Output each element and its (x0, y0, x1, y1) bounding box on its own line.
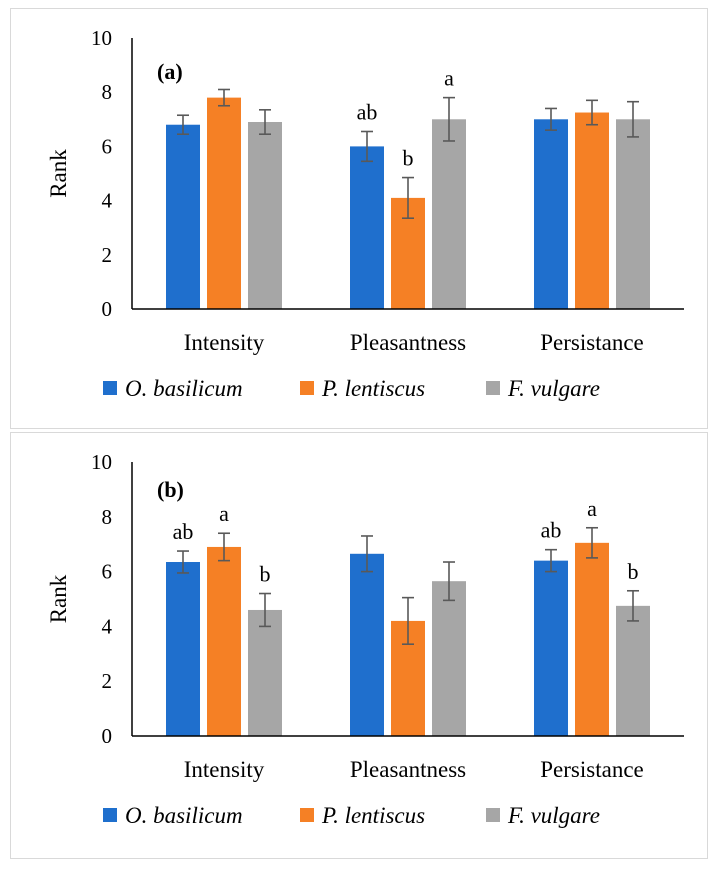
legend-label: F. vulgare (507, 376, 600, 401)
bar (248, 122, 282, 309)
y-tick-label: 4 (102, 614, 113, 638)
legend-swatch (103, 381, 117, 395)
bar (534, 119, 568, 309)
legend-swatch (300, 381, 314, 395)
bar (575, 542, 609, 736)
bar (616, 119, 650, 309)
significance-label: ab (173, 519, 194, 544)
significance-label: ab (541, 518, 562, 543)
y-tick-label: 8 (102, 505, 113, 529)
panel-label: (b) (157, 477, 184, 502)
legend-swatch (486, 381, 500, 395)
legend: O. basilicum P. lentiscus F. vulgare (103, 803, 600, 828)
panel-label: (a) (157, 59, 183, 84)
y-tick-label: 2 (102, 669, 113, 693)
y-axis-title: Rank (46, 149, 71, 198)
significance-label: b (260, 562, 271, 587)
y-tick-label: 10 (91, 26, 112, 50)
x-tick-label: Pleasantness (350, 330, 466, 355)
y-tick-label: 10 (91, 450, 112, 474)
y-axis-title: Rank (46, 574, 71, 623)
significance-label: b (403, 146, 414, 171)
bar (166, 562, 200, 736)
bar (166, 124, 200, 309)
x-tick-label: Pleasantness (350, 757, 466, 782)
bar (207, 97, 241, 310)
legend-label: P. lentiscus (321, 376, 425, 401)
y-tick-label: 2 (102, 243, 113, 267)
legend-swatch (103, 808, 117, 822)
significance-label: ab (357, 99, 378, 124)
significance-label: b (628, 559, 639, 584)
significance-label: a (444, 66, 454, 91)
significance-label: a (587, 496, 597, 521)
x-tick-label: Intensity (184, 757, 265, 782)
x-tick-label: Intensity (184, 330, 265, 355)
legend-label: O. basilicum (125, 803, 243, 828)
bar (248, 609, 282, 736)
legend-label: F. vulgare (507, 803, 600, 828)
y-tick-label: 0 (102, 297, 113, 321)
bar (432, 581, 466, 736)
y-tick-label: 6 (102, 134, 113, 158)
bar (207, 546, 241, 736)
bar (616, 605, 650, 736)
x-tick-label: Persistance (540, 330, 643, 355)
panel-border (10, 432, 708, 859)
bar (350, 553, 384, 736)
legend-swatch (486, 808, 500, 822)
bar (534, 560, 568, 736)
bar (350, 146, 384, 309)
y-tick-label: 4 (102, 189, 113, 213)
y-tick-label: 8 (102, 80, 113, 104)
x-tick-label: Persistance (540, 757, 643, 782)
bar (575, 112, 609, 310)
legend-swatch (300, 808, 314, 822)
legend-label: O. basilicum (125, 376, 243, 401)
y-tick-label: 0 (102, 724, 113, 748)
legend: O. basilicum P. lentiscus F. vulgare (103, 376, 600, 401)
panel-border (10, 8, 708, 429)
significance-label: a (219, 501, 229, 526)
legend-label: P. lentiscus (321, 803, 425, 828)
y-tick-label: 6 (102, 560, 113, 584)
bar (432, 119, 466, 309)
chart-panel-a: 0 2 4 6 8 10 Rank (a) abb a Intensity Pleasantness P… (10, 8, 708, 429)
